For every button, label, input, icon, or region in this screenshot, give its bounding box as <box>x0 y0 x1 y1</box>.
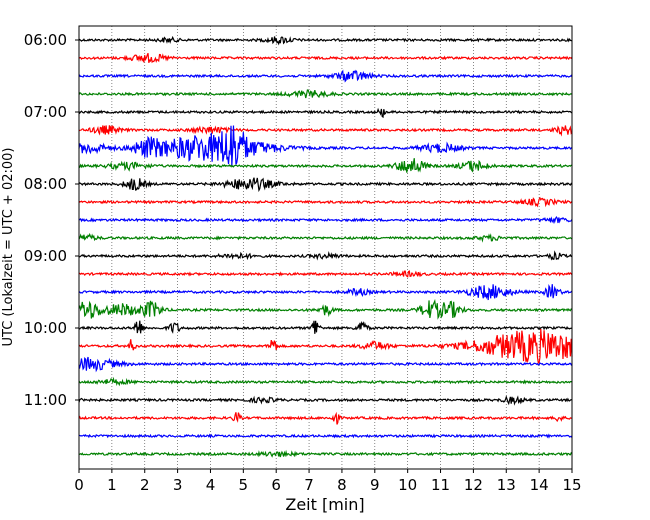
x-tick-label: 11 <box>431 476 450 494</box>
x-tick-label: 15 <box>562 476 581 494</box>
trace-line <box>78 196 573 208</box>
x-tick-label: 3 <box>173 476 183 494</box>
x-tick-label: 7 <box>304 476 314 494</box>
x-tick-label: 9 <box>370 476 380 494</box>
trace-line <box>78 232 573 243</box>
x-axis-ticks: 0 1 2 3 4 5 6 7 8 9 10 11 12 13 14 15 <box>74 469 582 494</box>
x-tick-label: 12 <box>464 476 483 494</box>
trace-line <box>78 125 573 137</box>
x-tick-label: 1 <box>107 476 117 494</box>
seismic-traces <box>78 35 573 458</box>
trace-line <box>78 35 573 46</box>
x-tick-label: 4 <box>206 476 216 494</box>
y-tick-label: 09:00 <box>24 247 67 265</box>
y-tick-label: 10:00 <box>24 319 67 337</box>
trace-line <box>78 107 573 119</box>
trace-line <box>78 395 573 406</box>
trace-line <box>78 356 573 373</box>
plot-frame <box>78 25 573 470</box>
trace-line <box>78 89 573 99</box>
trace-line <box>78 125 573 166</box>
x-tick-label: 13 <box>497 476 516 494</box>
trace-line <box>78 376 573 387</box>
trace-line <box>78 433 573 439</box>
trace-line <box>78 250 573 261</box>
trace-line <box>78 270 573 278</box>
x-tick-label: 10 <box>398 476 417 494</box>
trace-line <box>78 298 573 320</box>
y-tick-label: 11:00 <box>24 391 67 409</box>
trace-line <box>78 284 573 301</box>
y-tick-label: 08:00 <box>24 175 67 193</box>
trace-line <box>78 449 573 458</box>
x-tick-label: 5 <box>239 476 249 494</box>
x-axis-label: Zeit [min] <box>285 495 364 514</box>
trace-line <box>78 177 573 193</box>
trace-line <box>78 411 573 425</box>
trace-line <box>78 216 573 224</box>
trace-line <box>78 329 573 364</box>
trace-line <box>78 69 573 83</box>
y-axis-ticks: 06:00 07:00 08:00 09:00 10:00 11:00 <box>24 31 79 409</box>
grid-lines <box>111 26 540 469</box>
trace-line <box>78 52 573 64</box>
y-tick-label: 06:00 <box>24 31 67 49</box>
x-tick-label: 2 <box>140 476 150 494</box>
trace-line <box>78 158 573 173</box>
x-tick-label: 14 <box>530 476 549 494</box>
x-tick-label: 0 <box>74 476 84 494</box>
x-tick-label: 8 <box>337 476 347 494</box>
trace-line <box>78 320 573 334</box>
x-tick-label: 6 <box>271 476 281 494</box>
y-axis-label: UTC (Lokalzeit = UTC + 02:00) <box>1 148 16 347</box>
y-tick-label: 07:00 <box>24 103 67 121</box>
